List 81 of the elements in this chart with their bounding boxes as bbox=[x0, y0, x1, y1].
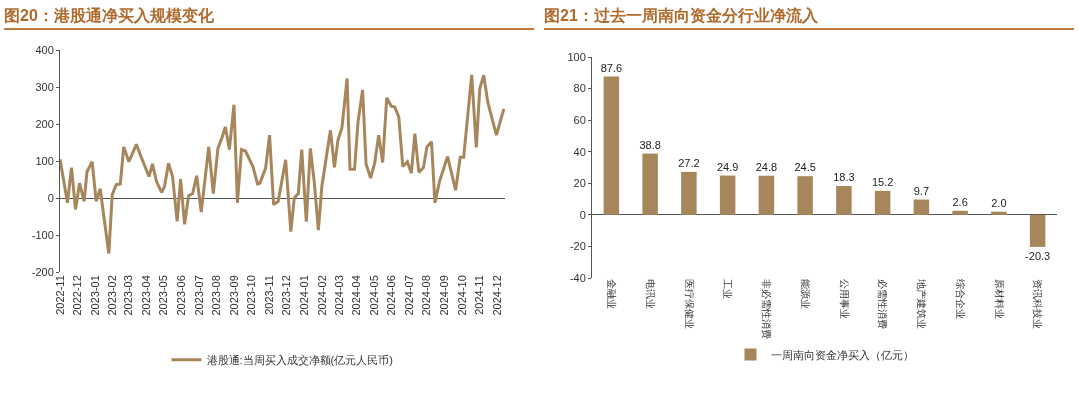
y-tick-label: -20 bbox=[569, 240, 586, 253]
data-label: 2.6 bbox=[952, 195, 968, 208]
data-label: 24.9 bbox=[716, 160, 739, 173]
chart-title: 图20：港股通净买入规模变化 bbox=[4, 4, 534, 30]
legend-label: 港股通:当周买入成交净额(亿元人民币) bbox=[206, 354, 393, 367]
bar bbox=[603, 76, 620, 215]
bar bbox=[991, 211, 1007, 215]
y-tick-label: 300 bbox=[35, 80, 54, 93]
x-tick-label: 2024-08 bbox=[420, 275, 433, 316]
x-tick-label: 2023-10 bbox=[245, 275, 258, 316]
x-tick-label: 2024-05 bbox=[367, 275, 380, 316]
x-tick-label: 2024-02 bbox=[315, 275, 328, 316]
x-tick-label: 2022-12 bbox=[70, 275, 83, 316]
x-tick-label: 2024-11 bbox=[473, 275, 486, 315]
x-tick-label: 2023-07 bbox=[192, 275, 205, 316]
x-tick-label: 2023-02 bbox=[106, 275, 119, 316]
x-tick-label: 工业 bbox=[722, 279, 734, 299]
x-tick-label: 2023-05 bbox=[157, 275, 170, 316]
x-tick-label: 原材料业 bbox=[993, 279, 1005, 319]
data-label: 2.0 bbox=[991, 196, 1007, 209]
bar bbox=[719, 175, 736, 215]
bar bbox=[836, 185, 852, 215]
data-label: 24.5 bbox=[794, 161, 816, 174]
y-tick-label: 0 bbox=[579, 208, 586, 221]
x-tick-label: 2023-04 bbox=[140, 275, 153, 316]
x-tick-label: 2024-09 bbox=[438, 275, 451, 316]
x-tick-label: 2022-11 bbox=[53, 275, 66, 315]
y-tick-label: 400 bbox=[35, 43, 54, 56]
x-tick-label: 2023-06 bbox=[175, 275, 188, 316]
y-tick-label: 0 bbox=[47, 191, 54, 204]
x-tick-label: 电讯业 bbox=[644, 279, 656, 309]
data-label: 38.8 bbox=[639, 138, 661, 151]
x-tick-label: 2023-08 bbox=[210, 275, 223, 316]
x-tick-label: 医疗保健业 bbox=[683, 279, 695, 329]
y-tick-label: 100 bbox=[567, 50, 586, 63]
x-tick-label: 2024-04 bbox=[350, 275, 363, 316]
bar bbox=[797, 176, 813, 215]
y-tick-label: 100 bbox=[35, 154, 54, 167]
data-label: 15.2 bbox=[871, 175, 894, 188]
bar bbox=[1029, 214, 1046, 247]
x-tick-label: 必需性消费 bbox=[877, 279, 889, 329]
bar bbox=[913, 199, 930, 215]
y-tick-label: -200 bbox=[31, 265, 54, 278]
y-tick-label: 60 bbox=[573, 113, 586, 126]
data-label: -20.3 bbox=[1025, 249, 1051, 262]
x-tick-label: 2023-12 bbox=[280, 275, 293, 316]
data-label: 27.2 bbox=[678, 156, 700, 169]
y-tick-label: -100 bbox=[31, 228, 54, 241]
x-tick-label: 2023-11 bbox=[263, 275, 276, 315]
x-tick-label: 资讯科技业 bbox=[1032, 279, 1044, 329]
x-tick-label: 2023-03 bbox=[122, 275, 135, 316]
x-tick-label: 非必需性消费 bbox=[761, 279, 773, 339]
legend-label: 一周南向资金净买入（亿元） bbox=[770, 348, 914, 361]
x-tick-label: 能源业 bbox=[799, 279, 811, 309]
bar bbox=[952, 210, 968, 215]
x-tick-label: 2024-12 bbox=[490, 275, 503, 316]
data-label: 18.3 bbox=[833, 170, 855, 183]
y-tick-label: -40 bbox=[569, 271, 586, 284]
x-tick-label: 2024-03 bbox=[332, 275, 345, 316]
chart-title: 图21：过去一周南向资金分行业净流入 bbox=[544, 4, 1074, 30]
x-tick-label: 2024-07 bbox=[402, 275, 415, 316]
bar bbox=[874, 190, 891, 215]
x-tick-label: 地产建筑业 bbox=[916, 278, 928, 329]
data-label: 9.7 bbox=[913, 184, 930, 197]
y-tick-label: 20 bbox=[573, 177, 586, 190]
x-tick-label: 2024-06 bbox=[385, 275, 398, 316]
bar bbox=[681, 171, 697, 215]
y-tick-label: 80 bbox=[573, 82, 586, 95]
x-tick-label: 2023-09 bbox=[228, 275, 241, 316]
x-tick-label: 公用事业 bbox=[838, 279, 850, 319]
bar bbox=[758, 175, 775, 215]
data-label: 24.8 bbox=[755, 160, 778, 173]
x-tick-label: 2024-01 bbox=[298, 275, 311, 316]
y-tick-label: 40 bbox=[573, 145, 586, 158]
bar bbox=[642, 153, 658, 215]
data-label: 87.6 bbox=[600, 61, 623, 74]
y-tick-label: 200 bbox=[35, 117, 54, 130]
x-tick-label: 2024-10 bbox=[455, 275, 468, 316]
x-tick-label: 金融业 bbox=[606, 279, 618, 309]
x-tick-label: 2023-01 bbox=[88, 275, 101, 316]
x-tick-label: 综合企业 bbox=[954, 279, 966, 319]
